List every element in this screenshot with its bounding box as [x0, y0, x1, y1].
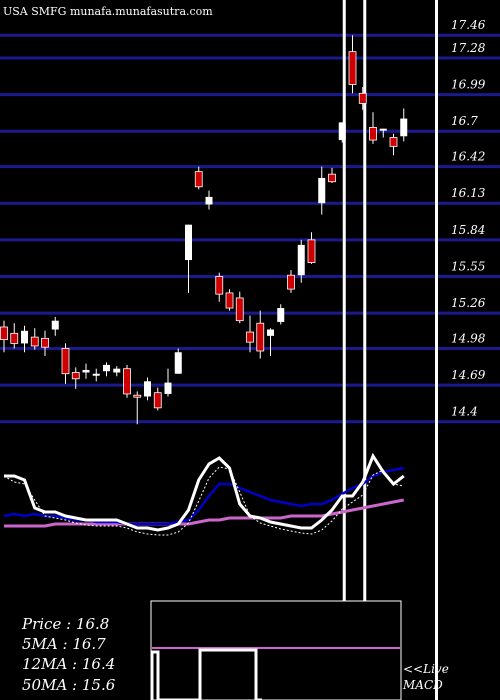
ma-signal-line: [3, 466, 404, 536]
candle: [400, 108, 408, 142]
candle: [225, 289, 234, 311]
candle: [174, 348, 182, 374]
y-tick-label: 15.84: [451, 223, 485, 237]
candle: [215, 272, 224, 302]
price-label: Price : 16.8: [22, 615, 110, 633]
candle: [307, 232, 316, 264]
source-label: USA SMFG munafa.munafasutra.com: [3, 5, 213, 18]
candle: [235, 291, 244, 324]
candle: [123, 364, 131, 398]
y-tick-label: 14.98: [451, 331, 486, 345]
candle: [61, 343, 70, 384]
ma-mid-line: [3, 466, 404, 526]
candle: [328, 167, 336, 183]
candle: [256, 310, 265, 359]
candle: [277, 304, 285, 325]
candle: [389, 133, 398, 156]
candle: [246, 315, 254, 353]
ma5-label: 5MA : 16.7: [22, 635, 106, 653]
candle: [379, 128, 387, 138]
candle: [144, 377, 151, 401]
candle: [164, 368, 172, 397]
ma-fast-line: [4, 452, 405, 532]
y-tick-label: 15.26: [451, 296, 486, 310]
y-tick-label: 15.55: [451, 259, 485, 273]
candle: [338, 122, 346, 143]
candle: [205, 190, 213, 210]
y-tick-label: 16.7: [451, 114, 478, 128]
candle: [185, 224, 192, 293]
candle: [318, 166, 326, 215]
candle: [0, 320, 8, 353]
candle: [92, 368, 100, 382]
y-tick-label: 16.42: [451, 150, 485, 164]
candle: [10, 323, 19, 349]
candle: [369, 112, 377, 144]
candle: [348, 35, 357, 94]
grid-lines: [0, 33, 500, 424]
y-tick-label: 14.69: [451, 368, 486, 382]
candle: [287, 270, 295, 293]
macd-line: [150, 648, 262, 700]
y-tick-label: 16.13: [451, 186, 486, 200]
candle: [21, 325, 28, 353]
macd-label: MACD: [403, 678, 443, 692]
candle: [82, 363, 90, 379]
candle: [51, 316, 59, 336]
y-tick-label: 17.46: [451, 18, 486, 32]
macd-lines: [150, 647, 400, 700]
vertical-markers: [342, 0, 438, 700]
candle: [71, 367, 80, 389]
y-tick-labels: 17.46 17.28 16.99 16.7 16.42 16.13 15.84 15.55 1…: [451, 18, 486, 419]
y-tick-label: 17.28: [451, 41, 486, 55]
candle: [297, 239, 305, 283]
candle: [30, 328, 39, 350]
ma-slow-line: [4, 498, 405, 528]
candles: [0, 35, 408, 425]
candle: [194, 166, 203, 190]
macd-live-label: <<Live: [403, 662, 449, 676]
candle: [133, 391, 142, 425]
candle: [41, 330, 49, 357]
candle: [267, 328, 274, 357]
candle: [153, 387, 162, 411]
y-tick-label: 16.99: [451, 78, 486, 92]
ma50-label: 50MA : 15.6: [22, 676, 116, 694]
candle: [113, 366, 121, 377]
ma12-label: 12MA : 16.4: [22, 655, 116, 673]
y-tick-label: 14.4: [451, 405, 478, 419]
macd-panel: [150, 600, 402, 700]
indicator-lines: [3, 452, 405, 536]
candle: [103, 362, 110, 377]
candle: [358, 87, 367, 110]
